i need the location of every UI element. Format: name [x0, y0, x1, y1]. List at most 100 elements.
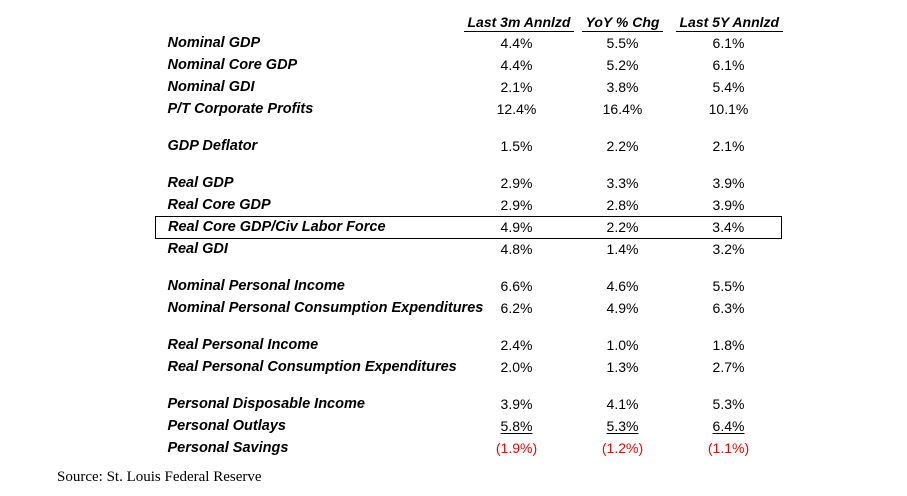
- value-cell: 6.2%: [500, 300, 533, 316]
- table-row: Real Personal Income 2.4% 1.0% 1.8%: [156, 334, 782, 356]
- value-cell: 2.9%: [500, 175, 533, 191]
- value-cell: 6.4%: [712, 418, 745, 434]
- value-cell: 12.4%: [496, 101, 537, 117]
- header-row: Last 3m Annlzd YoY % Chg Last 5Y Annlzd: [156, 8, 784, 32]
- table-row: GDP Deflator 1.5% 2.2% 2.1%: [156, 135, 782, 157]
- value-cell: (1.9%): [495, 440, 538, 456]
- row-label: Real GDP: [167, 175, 234, 191]
- table-row: P/T Corporate Profits 12.4% 16.4% 10.1%: [156, 98, 782, 120]
- table-row: Real Core GDP 2.9% 2.8% 3.9%: [156, 194, 782, 216]
- row-label: Real Personal Consumption Expenditures: [167, 359, 457, 375]
- header-spacer-cell: [156, 8, 464, 32]
- report-page: Last 3m Annlzd YoY % Chg Last 5Y Annlzd …: [0, 8, 907, 496]
- table-row: Real Core GDP/Civ Labor Force 4.9% 2.2% 3.4…: [155, 215, 782, 239]
- row-label: Personal Disposable Income: [167, 396, 365, 412]
- value-cell: 2.9%: [500, 196, 533, 213]
- row-label: Real Core GDP: [167, 196, 271, 213]
- row-label: GDP Deflator: [167, 138, 258, 154]
- table-row: Personal Outlays 5.8% 5.3% 6.4%: [156, 415, 782, 437]
- value-cell: 5.5%: [712, 278, 745, 294]
- table-row: Personal Savings (1.9%) (1.2%) (1.1%): [156, 437, 782, 459]
- spacer-row: [156, 260, 782, 275]
- value-cell: 5.2%: [606, 57, 639, 73]
- value-cell: 2.1%: [712, 138, 745, 154]
- value-cell: 2.7%: [712, 359, 745, 375]
- value-cell: 5.3%: [712, 396, 745, 412]
- value-cell: 6.1%: [712, 57, 745, 73]
- row-label: Nominal GDP: [167, 35, 261, 51]
- value-cell: 5.4%: [712, 79, 745, 95]
- value-cell: (1.2%): [601, 440, 644, 456]
- column-header-label: Last 3m Annlzd: [463, 14, 575, 32]
- table-row: Personal Disposable Income 3.9% 4.1% 5.3%: [156, 393, 782, 415]
- value-cell: 2.2%: [569, 215, 676, 239]
- spacer-cell: [156, 260, 782, 275]
- value-cell: 5.8%: [500, 418, 533, 434]
- value-cell: 6.6%: [500, 278, 533, 294]
- value-cell: 2.1%: [500, 79, 533, 95]
- spacer-row: [156, 378, 782, 393]
- value-cell: 3.9%: [712, 175, 745, 191]
- source-note: Source: St. Louis Federal Reserve: [57, 469, 262, 485]
- value-cell: 16.4%: [602, 101, 643, 117]
- value-cell: 3.2%: [712, 241, 745, 258]
- row-label: Nominal Personal Income: [167, 278, 345, 294]
- value-cell: 3.3%: [606, 175, 639, 191]
- row-label: Real Personal Income: [167, 337, 319, 353]
- column-header-yoy: YoY % Chg: [570, 8, 676, 32]
- value-cell: 4.4%: [500, 35, 533, 51]
- spacer-cell: [156, 378, 782, 393]
- spacer-row: [156, 157, 782, 172]
- row-label: Personal Outlays: [167, 418, 286, 434]
- value-cell: 1.5%: [500, 138, 533, 154]
- value-cell: 3.4%: [675, 215, 782, 239]
- value-cell: 4.1%: [606, 396, 639, 412]
- value-cell: 4.9%: [463, 215, 570, 239]
- value-cell: 10.1%: [708, 101, 749, 117]
- row-label: Real GDI: [167, 241, 228, 258]
- value-cell: (1.1%): [707, 440, 750, 456]
- row-label: Nominal Personal Consumption Expenditure…: [167, 300, 484, 316]
- spacer-row: [156, 120, 782, 135]
- value-cell: 3.8%: [606, 79, 639, 95]
- spacer-row: [156, 319, 782, 334]
- value-cell: 4.6%: [606, 278, 639, 294]
- value-cell: 2.2%: [606, 138, 639, 154]
- value-cell: 2.0%: [500, 359, 533, 375]
- economic-indicators-table: Last 3m Annlzd YoY % Chg Last 5Y Annlzd …: [155, 8, 784, 459]
- spacer-cell: [156, 319, 782, 334]
- table-row: Nominal GDI 2.1% 3.8% 5.4%: [156, 76, 782, 98]
- value-cell: 2.8%: [606, 196, 639, 213]
- value-cell: 4.9%: [606, 300, 639, 316]
- value-cell: 6.1%: [712, 35, 745, 51]
- table-row: Nominal Personal Consumption Expenditure…: [156, 297, 782, 319]
- value-cell: 4.8%: [500, 241, 533, 258]
- table-row: Real GDP 2.9% 3.3% 3.9%: [156, 172, 782, 194]
- table-row: Nominal Personal Income 6.6% 4.6% 5.5%: [156, 275, 782, 297]
- table-body: Nominal GDP 4.4% 5.5% 6.1% Nominal Core GDP 4…: [155, 32, 782, 459]
- value-cell: 1.3%: [606, 359, 639, 375]
- table-row: Real GDI 4.8% 1.4% 3.2%: [156, 238, 782, 260]
- column-header-label: Last 5Y Annlzd: [675, 14, 784, 32]
- value-cell: 1.8%: [712, 337, 745, 353]
- value-cell: 6.3%: [712, 300, 745, 316]
- value-cell: 3.9%: [712, 196, 745, 213]
- row-label: P/T Corporate Profits: [167, 101, 314, 117]
- spacer-cell: [156, 157, 782, 172]
- table-row: Nominal Core GDP 4.4% 5.2% 6.1%: [156, 54, 782, 76]
- row-label: Nominal GDI: [167, 79, 255, 95]
- value-cell: 1.4%: [606, 241, 639, 258]
- column-header-last-3m: Last 3m Annlzd: [463, 8, 575, 32]
- value-cell: 4.4%: [500, 57, 533, 73]
- table-row: Nominal GDP 4.4% 5.5% 6.1%: [156, 32, 782, 54]
- value-cell: 2.4%: [500, 337, 533, 353]
- column-header-last-5y: Last 5Y Annlzd: [675, 8, 784, 32]
- value-cell: 1.0%: [606, 337, 639, 353]
- value-cell: 5.3%: [606, 418, 639, 434]
- row-label: Real Core GDP/Civ Labor Force: [155, 215, 464, 239]
- spacer-cell: [156, 120, 782, 135]
- value-cell: 3.9%: [500, 396, 533, 412]
- table-row: Real Personal Consumption Expenditures 2.…: [156, 356, 782, 378]
- row-label: Personal Savings: [167, 440, 289, 456]
- value-cell: 5.5%: [606, 35, 639, 51]
